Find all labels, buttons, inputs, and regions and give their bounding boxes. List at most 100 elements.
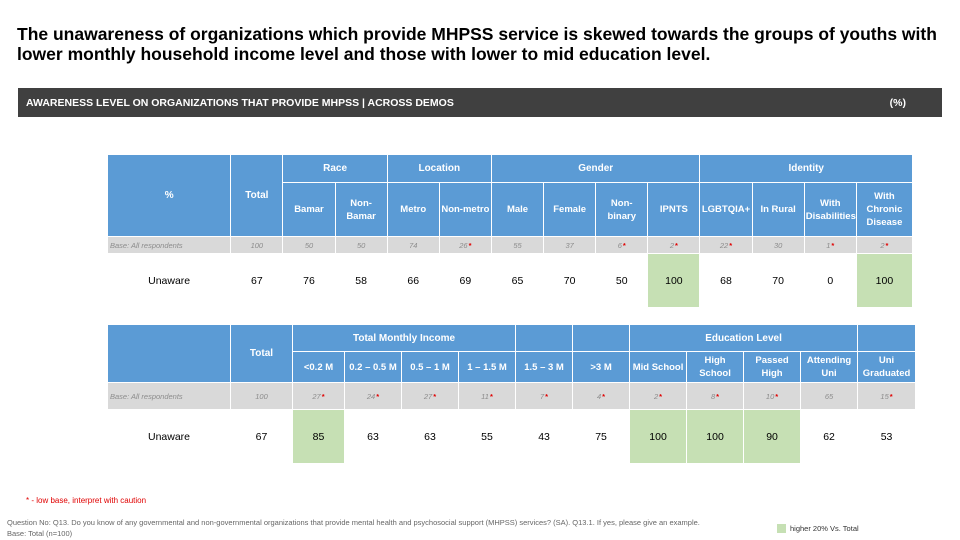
row-total: 67 bbox=[230, 409, 293, 464]
col-header: Bamar bbox=[282, 182, 336, 237]
value-cell: 65 bbox=[490, 253, 545, 308]
col-header: Uni Graduated bbox=[857, 351, 917, 383]
col-header: <0.2 M bbox=[292, 351, 345, 383]
base-cell: 74 bbox=[386, 236, 440, 254]
legend-swatch bbox=[777, 524, 786, 533]
base-cell: 1 bbox=[803, 236, 857, 254]
col-header: With Chronic Disease bbox=[855, 182, 914, 237]
banner-title: AWARENESS LEVEL ON ORGANIZATIONS THAT PR… bbox=[26, 96, 454, 109]
group-blank bbox=[857, 324, 917, 352]
group-income: Total Monthly Income bbox=[291, 324, 517, 352]
unaware-row: Unaware 67 85 63 63 55 43 75 100 100 90 … bbox=[107, 409, 917, 464]
headline: The unawareness of organizations which p… bbox=[17, 24, 937, 64]
value-cell: 0 bbox=[803, 253, 857, 308]
col-header: Attending Uni bbox=[800, 351, 859, 383]
col-header: Female bbox=[543, 182, 597, 237]
col-header: Mid School bbox=[629, 351, 688, 383]
table1-corner: % bbox=[106, 154, 232, 237]
question-text: Question No: Q13. Do you know of any gov… bbox=[7, 518, 700, 527]
base-cell: 26 bbox=[438, 236, 492, 254]
base-row: Base: All respondents 100 50 50 74 26 55… bbox=[106, 236, 914, 254]
col-header: >3 M bbox=[572, 351, 631, 383]
value-cell: 50 bbox=[595, 253, 649, 308]
col-header: Metro bbox=[386, 182, 440, 237]
group-gender: Gender bbox=[490, 154, 701, 183]
base-cell: 2 bbox=[629, 382, 688, 410]
col-header: IPNTS bbox=[647, 182, 701, 237]
section-banner: AWARENESS LEVEL ON ORGANIZATIONS THAT PR… bbox=[18, 88, 942, 117]
group-education: Education Level bbox=[629, 324, 859, 352]
col-header: With Disabilities bbox=[803, 182, 857, 237]
col-header: Passed High bbox=[743, 351, 802, 383]
base-cell: 27 bbox=[401, 382, 459, 410]
income-education-table: Total Total Monthly Income Education Lev… bbox=[107, 324, 917, 464]
col-header: 1.5 – 3 M bbox=[515, 351, 574, 383]
base-cell: 15 bbox=[857, 382, 917, 410]
col-header: In Rural bbox=[751, 182, 805, 237]
base-cell: 50 bbox=[334, 236, 388, 254]
base-cell: 6 bbox=[595, 236, 649, 254]
base-cell: 11 bbox=[457, 382, 517, 410]
base-cell: 8 bbox=[686, 382, 745, 410]
value-cell: 85 bbox=[292, 409, 345, 464]
col-header: 0.5 – 1 M bbox=[401, 351, 459, 383]
base-cell: 2 bbox=[647, 236, 701, 254]
table1-total-header: Total bbox=[230, 154, 284, 237]
value-cell: 100 bbox=[647, 253, 701, 308]
group-blank bbox=[572, 324, 631, 352]
row-label: Unaware bbox=[107, 409, 231, 464]
demographics-table: % Total Race Location Gender Identity Ba… bbox=[106, 154, 914, 308]
value-cell: 58 bbox=[334, 253, 388, 308]
value-cell: 53 bbox=[857, 409, 917, 464]
group-race: Race bbox=[282, 154, 388, 183]
base-cell: 7 bbox=[515, 382, 574, 410]
base-total: 100 bbox=[230, 236, 284, 254]
base-text: Base: Total (n=100) bbox=[7, 529, 73, 538]
value-cell: 75 bbox=[572, 409, 631, 464]
base-cell: 50 bbox=[282, 236, 336, 254]
base-cell: 30 bbox=[751, 236, 805, 254]
value-cell: 63 bbox=[401, 409, 459, 464]
col-header: Non-Bamar bbox=[334, 182, 388, 237]
value-cell: 43 bbox=[515, 409, 574, 464]
value-cell: 69 bbox=[438, 253, 492, 308]
col-header: High School bbox=[686, 351, 745, 383]
base-row: Base: All respondents 100 27 24 27 11 7 … bbox=[107, 382, 917, 410]
banner-unit: (%) bbox=[889, 96, 906, 109]
base-cell: 55 bbox=[490, 236, 545, 254]
value-cell: 100 bbox=[629, 409, 688, 464]
base-total: 100 bbox=[230, 382, 293, 410]
col-header: 0.2 – 0.5 M bbox=[344, 351, 402, 383]
unaware-row: Unaware 67 76 58 66 69 65 70 50 100 68 7… bbox=[106, 253, 914, 308]
table2-total-header: Total bbox=[230, 324, 293, 383]
base-label: Base: All respondents bbox=[106, 236, 232, 254]
group-location: Location bbox=[386, 154, 492, 183]
value-cell: 76 bbox=[282, 253, 336, 308]
col-header: Non-binary bbox=[595, 182, 649, 237]
footer-notes: Question No: Q13. Do you know of any gov… bbox=[7, 517, 767, 539]
value-cell: 62 bbox=[800, 409, 859, 464]
value-cell: 68 bbox=[699, 253, 753, 308]
base-cell: 10 bbox=[743, 382, 802, 410]
value-cell: 90 bbox=[743, 409, 802, 464]
group-blank bbox=[515, 324, 574, 352]
base-cell: 65 bbox=[800, 382, 859, 410]
base-cell: 27 bbox=[292, 382, 345, 410]
value-cell: 100 bbox=[686, 409, 745, 464]
col-header: Non-metro bbox=[438, 182, 492, 237]
value-cell: 100 bbox=[855, 253, 914, 308]
base-cell: 24 bbox=[344, 382, 402, 410]
row-total: 67 bbox=[230, 253, 284, 308]
legend: higher 20% Vs. Total bbox=[777, 524, 859, 533]
row-label: Unaware bbox=[106, 253, 232, 308]
base-label: Base: All respondents bbox=[107, 382, 231, 410]
base-cell: 22 bbox=[699, 236, 753, 254]
col-header: LGBTQIA+ bbox=[699, 182, 753, 237]
base-cell: 2 bbox=[855, 236, 914, 254]
base-cell: 4 bbox=[572, 382, 631, 410]
value-cell: 70 bbox=[751, 253, 805, 308]
legend-label: higher 20% Vs. Total bbox=[790, 524, 859, 533]
base-cell: 37 bbox=[543, 236, 597, 254]
value-cell: 70 bbox=[543, 253, 597, 308]
group-identity: Identity bbox=[699, 154, 913, 183]
